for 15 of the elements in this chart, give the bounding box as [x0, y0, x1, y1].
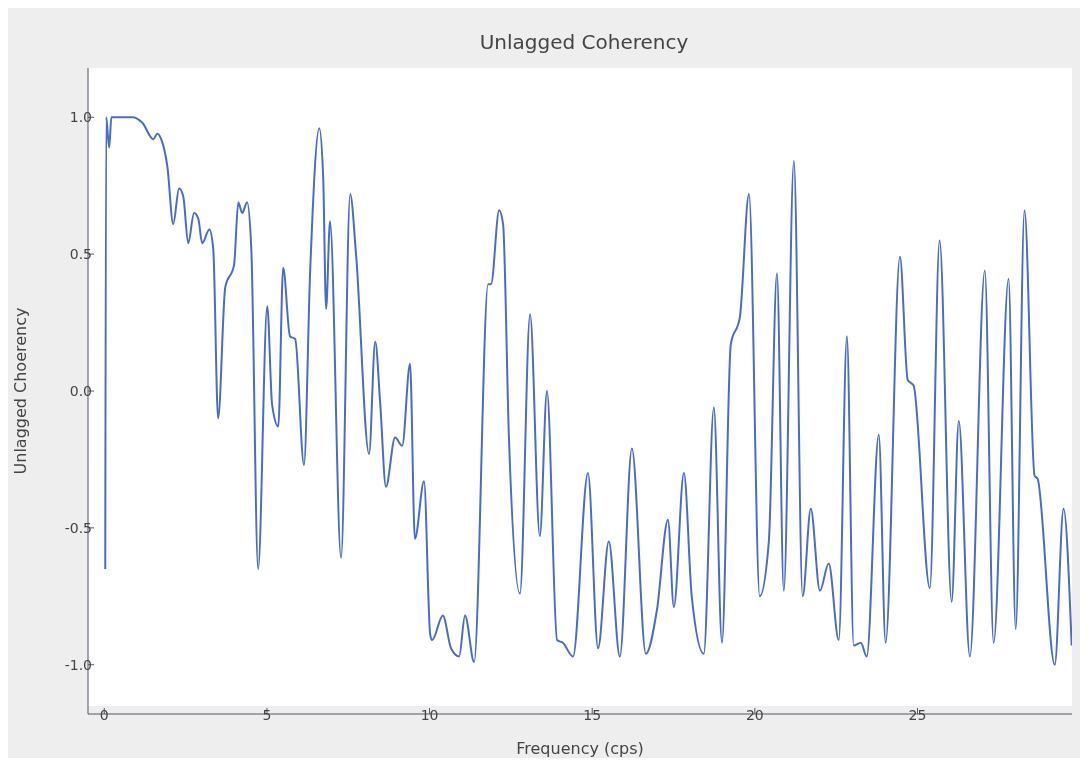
y-tick-label: -1.0	[64, 656, 92, 673]
x-tick-label: 15	[583, 706, 602, 723]
y-tick-label: -0.5	[64, 519, 92, 536]
y-tick-label: 0.5	[69, 246, 92, 263]
x-tick-label: 20	[745, 706, 764, 723]
chart-title: Unlagged Coherency	[478, 30, 690, 54]
x-tick-label: 10	[420, 706, 439, 723]
x-tick-label: 25	[908, 706, 927, 723]
y-tick-label: 0.0	[69, 382, 92, 399]
y-tick-label: 1.0	[69, 109, 92, 126]
x-tick-label: 5	[262, 706, 272, 723]
y-axis-title: Unlagged Choerency	[10, 307, 30, 475]
x-axis-title: Frequency (cps)	[516, 739, 644, 758]
x-tick-label: 0	[99, 706, 109, 723]
line-series	[104, 116, 1072, 666]
